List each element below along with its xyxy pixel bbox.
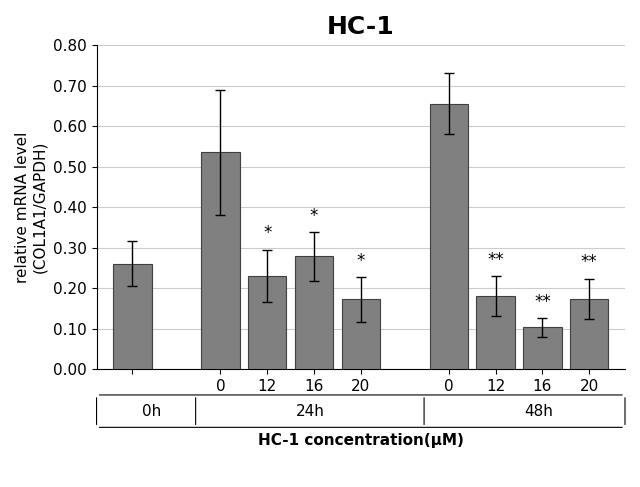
- Text: *: *: [356, 252, 365, 270]
- X-axis label: HC-1 concentration(μM): HC-1 concentration(μM): [258, 432, 464, 448]
- Title: HC-1: HC-1: [327, 15, 395, 39]
- Bar: [429, 104, 468, 369]
- Text: *: *: [310, 207, 318, 225]
- Bar: [570, 299, 609, 369]
- Bar: [476, 296, 515, 369]
- Bar: [248, 276, 287, 369]
- Text: *: *: [263, 225, 271, 243]
- Text: 48h: 48h: [524, 404, 553, 419]
- Text: 24h: 24h: [296, 404, 324, 419]
- Bar: [201, 152, 239, 369]
- Bar: [342, 300, 380, 369]
- Bar: [523, 327, 562, 369]
- Text: 0h: 0h: [142, 404, 161, 419]
- Bar: [113, 264, 152, 369]
- Text: **: **: [534, 293, 551, 311]
- Text: **: **: [487, 251, 504, 269]
- Y-axis label: relative mRNA level
(COL1A1/GAPDH): relative mRNA level (COL1A1/GAPDH): [15, 131, 47, 283]
- Text: **: **: [581, 253, 598, 271]
- Bar: [295, 257, 333, 369]
